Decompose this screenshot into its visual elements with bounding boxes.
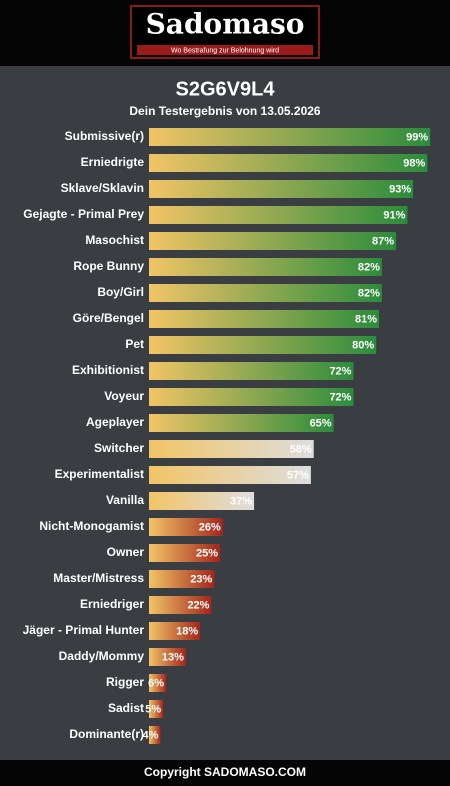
bar bbox=[149, 180, 414, 198]
category-label: Erniedriger bbox=[80, 597, 144, 611]
bar bbox=[149, 544, 220, 562]
logo: Sadomaso bbox=[146, 8, 305, 41]
chart-title: S2G6V9L4 bbox=[176, 78, 276, 100]
bar bbox=[149, 388, 354, 406]
value-label: 6% bbox=[148, 677, 164, 689]
value-label: 4% bbox=[142, 729, 158, 741]
bar bbox=[149, 336, 377, 354]
footer: Copyright SADOMASO.COM bbox=[144, 765, 306, 779]
value-label: 80% bbox=[352, 339, 374, 351]
chart-subtitle: Dein Testergebnis von 13.05.2026 bbox=[129, 104, 321, 118]
value-label: 57% bbox=[287, 469, 309, 481]
category-label: Voyeur bbox=[104, 389, 144, 403]
value-label: 37% bbox=[230, 495, 252, 507]
category-label: Switcher bbox=[94, 441, 144, 455]
value-label: 26% bbox=[199, 521, 221, 533]
value-label: 72% bbox=[329, 391, 351, 403]
value-label: 22% bbox=[187, 599, 209, 611]
bar bbox=[149, 154, 428, 172]
bar bbox=[149, 258, 382, 276]
value-label: 13% bbox=[162, 651, 184, 663]
tagline-bg bbox=[137, 45, 313, 55]
bar bbox=[149, 700, 164, 718]
category-label: Masochist bbox=[85, 233, 144, 247]
value-label: 72% bbox=[329, 365, 351, 377]
bar bbox=[149, 466, 311, 484]
value-label: 99% bbox=[406, 131, 428, 143]
bar bbox=[149, 362, 354, 380]
bar bbox=[149, 648, 186, 666]
category-label: Jäger - Primal Hunter bbox=[23, 623, 145, 637]
value-label: 58% bbox=[290, 443, 312, 455]
category-label: Boy/Girl bbox=[97, 285, 144, 299]
category-label: Ageplayer bbox=[86, 415, 144, 429]
category-label: Submissive(r) bbox=[65, 129, 144, 143]
value-label: 98% bbox=[403, 157, 425, 169]
bar bbox=[149, 440, 314, 458]
bar bbox=[149, 518, 223, 536]
value-label: 82% bbox=[358, 287, 380, 299]
category-label: Göre/Bengel bbox=[73, 311, 144, 325]
bar bbox=[149, 206, 408, 224]
bar bbox=[149, 310, 380, 328]
category-label: Rope Bunny bbox=[73, 259, 144, 273]
category-label: Dominante(r) bbox=[69, 727, 144, 741]
category-label: Nicht-Monogamist bbox=[39, 519, 144, 533]
category-label: Experimentalist bbox=[55, 467, 144, 481]
value-label: 81% bbox=[355, 313, 377, 325]
bar bbox=[149, 596, 212, 614]
category-label: Rigger bbox=[106, 675, 144, 689]
bar bbox=[149, 492, 255, 510]
bar bbox=[149, 622, 201, 640]
bar bbox=[149, 128, 431, 146]
category-label: Owner bbox=[107, 545, 145, 559]
value-label: 91% bbox=[383, 209, 405, 221]
category-label: Exhibitionist bbox=[72, 363, 144, 377]
category-label: Sadist bbox=[108, 701, 144, 715]
bar bbox=[149, 726, 161, 744]
bar bbox=[149, 284, 382, 302]
footer-bg bbox=[0, 760, 450, 786]
value-label: 82% bbox=[358, 261, 380, 273]
value-label: 65% bbox=[310, 417, 332, 429]
bar bbox=[149, 232, 397, 250]
category-label: Erniedrigte bbox=[81, 155, 145, 169]
tagline: Wo Bestrafung zur Belohnung wird bbox=[171, 47, 279, 54]
category-label: Pet bbox=[125, 337, 144, 351]
category-label: Gejagte - Primal Prey bbox=[23, 207, 144, 221]
bar bbox=[149, 414, 334, 432]
category-label: Sklave/Sklavin bbox=[61, 181, 144, 195]
value-label: 25% bbox=[196, 547, 218, 559]
value-label: 5% bbox=[145, 703, 161, 715]
category-label: Master/Mistress bbox=[53, 571, 144, 585]
category-label: Vanilla bbox=[106, 493, 144, 507]
bar bbox=[149, 570, 215, 588]
category-label: Daddy/Mommy bbox=[59, 649, 145, 663]
value-label: 93% bbox=[389, 183, 411, 195]
bar bbox=[149, 674, 167, 692]
value-label: 18% bbox=[176, 625, 198, 637]
value-label: 87% bbox=[372, 235, 394, 247]
value-label: 23% bbox=[190, 573, 212, 585]
